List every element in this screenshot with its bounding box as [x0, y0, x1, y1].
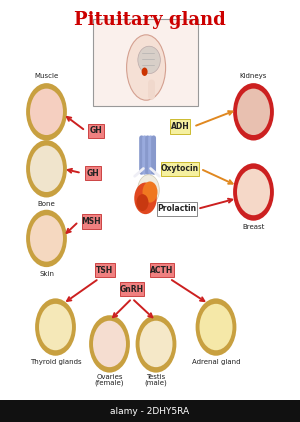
Text: Prolactin: Prolactin [158, 204, 196, 214]
FancyBboxPatch shape [157, 202, 197, 216]
Text: GH: GH [87, 168, 99, 178]
Circle shape [196, 298, 236, 356]
Text: alamy - 2DHY5RA: alamy - 2DHY5RA [110, 406, 190, 416]
FancyArrowPatch shape [135, 168, 143, 176]
Circle shape [30, 146, 63, 192]
Text: Pituitary gland: Pituitary gland [74, 11, 226, 29]
Text: Adrenal gland: Adrenal gland [192, 359, 240, 365]
FancyBboxPatch shape [82, 214, 101, 229]
Text: Muscle: Muscle [34, 73, 58, 79]
FancyBboxPatch shape [120, 282, 144, 296]
FancyBboxPatch shape [93, 19, 198, 106]
Ellipse shape [136, 194, 148, 211]
Circle shape [136, 315, 176, 373]
FancyBboxPatch shape [85, 166, 101, 180]
Circle shape [142, 68, 148, 76]
Bar [0, 400, 300, 422]
Circle shape [26, 140, 67, 197]
Circle shape [35, 298, 76, 356]
Text: Bone: Bone [38, 201, 56, 207]
Text: TSH: TSH [96, 265, 114, 275]
Circle shape [26, 210, 67, 267]
Text: Skin: Skin [39, 271, 54, 276]
Text: Thyroid glands: Thyroid glands [30, 359, 81, 365]
Text: Ovaries: Ovaries [96, 374, 123, 380]
Ellipse shape [138, 175, 159, 205]
Circle shape [39, 304, 72, 350]
Circle shape [30, 89, 63, 135]
Text: ADH: ADH [171, 122, 189, 131]
Circle shape [140, 321, 172, 367]
Text: GH: GH [90, 126, 102, 135]
Circle shape [93, 321, 126, 367]
Circle shape [89, 315, 130, 373]
FancyArrowPatch shape [151, 168, 159, 176]
Circle shape [26, 83, 67, 141]
Circle shape [233, 163, 274, 221]
FancyBboxPatch shape [161, 162, 199, 176]
Text: MSH: MSH [82, 217, 101, 226]
Text: Oxytocin: Oxytocin [161, 164, 199, 173]
Text: Breast: Breast [242, 224, 265, 230]
Ellipse shape [138, 46, 160, 73]
Circle shape [233, 83, 274, 141]
Text: Kidneys: Kidneys [240, 73, 267, 79]
Ellipse shape [127, 35, 166, 100]
Text: ACTH: ACTH [150, 265, 174, 275]
Circle shape [237, 169, 270, 215]
Text: (female): (female) [95, 379, 124, 386]
Ellipse shape [134, 182, 157, 214]
Text: GnRH: GnRH [120, 284, 144, 294]
FancyBboxPatch shape [95, 263, 115, 277]
FancyBboxPatch shape [150, 263, 174, 277]
FancyBboxPatch shape [88, 124, 104, 138]
Ellipse shape [142, 181, 158, 203]
Circle shape [30, 215, 63, 262]
Text: Testis: Testis [146, 374, 166, 380]
Text: (male): (male) [145, 379, 167, 386]
Circle shape [200, 304, 232, 350]
FancyBboxPatch shape [170, 119, 190, 134]
Circle shape [237, 89, 270, 135]
